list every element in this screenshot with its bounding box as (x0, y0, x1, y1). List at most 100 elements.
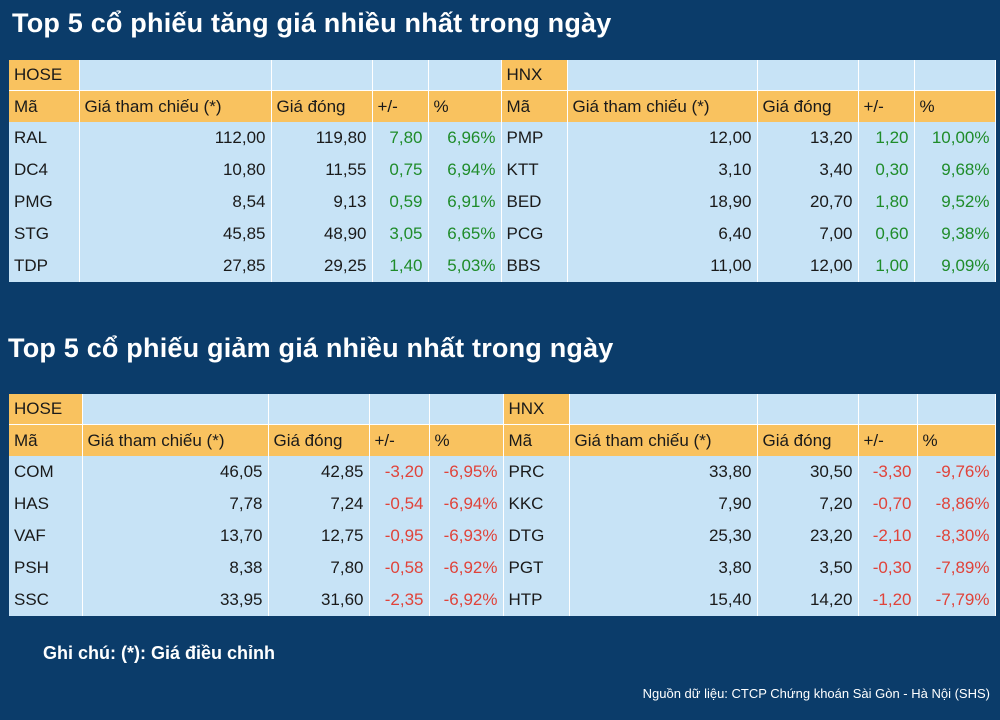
percent-change: -9,76% (917, 456, 996, 488)
column-header: Mã (9, 424, 83, 456)
table-row: STG 45,85 48,90 3,05 6,65% PCG 6,40 7,00 0,60 9,3… (9, 218, 996, 250)
column-header: Giá đóng (271, 90, 373, 122)
reference-price: 8,38 (82, 552, 269, 584)
stock-code: KTT (501, 154, 568, 186)
stock-code: PSH (9, 552, 83, 584)
column-header: +/- (369, 424, 430, 456)
stock-code: HAS (9, 488, 83, 520)
column-header-row: Mã Giá tham chiếu (*) Giá đóng +/-% Mã Giá th… (9, 90, 996, 122)
price-change: 0,60 (858, 218, 915, 250)
table-row: PSH 8,38 7,80 -0,58 -6,92% PGT 3,80 3,50 -0,30 -7… (9, 552, 996, 584)
empty-cell (428, 60, 502, 91)
column-header: % (917, 424, 996, 456)
footnote: Ghi chú: (*): Giá điều chỉnh (43, 643, 275, 663)
closing-price: 14,20 (757, 584, 859, 616)
price-change: 0,59 (372, 186, 429, 218)
empty-cell (79, 60, 272, 91)
closing-price: 7,00 (757, 218, 859, 250)
stock-code: KKC (503, 488, 570, 520)
closing-price: 12,00 (757, 250, 859, 282)
price-change: -3,30 (858, 456, 918, 488)
closing-price: 7,24 (268, 488, 370, 520)
column-header: Giá tham chiếu (*) (79, 90, 272, 122)
stock-code: COM (9, 456, 83, 488)
stock-code: PGT (503, 552, 570, 584)
closing-price: 7,20 (757, 488, 859, 520)
exchange-label: HOSE (9, 394, 83, 425)
exchange-label: HOSE (9, 60, 80, 91)
closing-price: 23,20 (757, 520, 859, 552)
column-header: +/- (372, 90, 429, 122)
empty-cell (268, 394, 370, 425)
stock-code: TDP (9, 250, 80, 282)
price-change: -0,54 (369, 488, 430, 520)
reference-price: 13,70 (82, 520, 269, 552)
stock-code: PMP (501, 122, 568, 154)
reference-price: 27,85 (79, 250, 272, 282)
table-row: SSC 33,95 31,60 -2,35 -6,92% HTP 15,40 14,20 -1,… (9, 584, 996, 616)
column-header: % (428, 90, 502, 122)
closing-price: 30,50 (757, 456, 859, 488)
exchange-label: HNX (501, 60, 568, 91)
reference-price: 33,80 (569, 456, 758, 488)
gainers-table: HOSE HNX Mã Giá tham chiếu (*) Giá đóng +/-% M… (9, 60, 996, 282)
price-change: -3,20 (369, 456, 430, 488)
empty-cell (369, 394, 430, 425)
closing-price: 13,20 (757, 122, 859, 154)
percent-change: 6,96% (428, 122, 502, 154)
percent-change: 9,09% (914, 250, 996, 282)
price-change: 1,40 (372, 250, 429, 282)
closing-price: 31,60 (268, 584, 370, 616)
reference-price: 33,95 (82, 584, 269, 616)
losers-table: HOSE HNX Mã Giá tham chiếu (*) Giá đóng +/-% M… (9, 394, 996, 616)
column-header: Giá đóng (757, 424, 859, 456)
price-change: 1,80 (858, 186, 915, 218)
reference-price: 6,40 (567, 218, 758, 250)
reference-price: 11,00 (567, 250, 758, 282)
percent-change: -8,30% (917, 520, 996, 552)
reference-price: 7,78 (82, 488, 269, 520)
price-change: -2,10 (858, 520, 918, 552)
column-header: % (429, 424, 504, 456)
percent-change: 6,91% (428, 186, 502, 218)
gainers-table-body: HOSE HNX Mã Giá tham chiếu (*) Giá đóng +/-% M… (9, 60, 996, 282)
reference-price: 3,80 (569, 552, 758, 584)
column-header: Mã (9, 90, 80, 122)
table-row: VAF 13,70 12,75 -0,95 -6,93% DTG 25,30 23,20 -2,… (9, 520, 996, 552)
stock-code: SSC (9, 584, 83, 616)
reference-price: 25,30 (569, 520, 758, 552)
empty-cell (429, 394, 504, 425)
exchange-row: HOSE HNX (9, 60, 996, 91)
stock-code: DC4 (9, 154, 80, 186)
table-row: PMG 8,54 9,13 0,59 6,91% BED 18,90 20,70 1,80 9,5… (9, 186, 996, 218)
reference-price: 10,80 (79, 154, 272, 186)
stock-code: PCG (501, 218, 568, 250)
reference-price: 112,00 (79, 122, 272, 154)
closing-price: 48,90 (271, 218, 373, 250)
reference-price: 3,10 (567, 154, 758, 186)
price-change: 7,80 (372, 122, 429, 154)
closing-price: 20,70 (757, 186, 859, 218)
price-change: 1,00 (858, 250, 915, 282)
closing-price: 11,55 (271, 154, 373, 186)
stock-code: HTP (503, 584, 570, 616)
price-change: -0,95 (369, 520, 430, 552)
price-change: 0,75 (372, 154, 429, 186)
losers-table-body: HOSE HNX Mã Giá tham chiếu (*) Giá đóng +/-% M… (9, 394, 996, 616)
stock-code: STG (9, 218, 80, 250)
stock-code: PRC (503, 456, 570, 488)
reference-price: 8,54 (79, 186, 272, 218)
percent-change: 6,94% (428, 154, 502, 186)
percent-change: 6,65% (428, 218, 502, 250)
price-change: -0,58 (369, 552, 430, 584)
price-change: 1,20 (858, 122, 915, 154)
percent-change: -6,92% (429, 552, 504, 584)
empty-cell (271, 60, 373, 91)
empty-cell (569, 394, 758, 425)
price-change: 0,30 (858, 154, 915, 186)
column-header: % (914, 90, 996, 122)
closing-price: 42,85 (268, 456, 370, 488)
percent-change: 9,68% (914, 154, 996, 186)
closing-price: 3,40 (757, 154, 859, 186)
reference-price: 15,40 (569, 584, 758, 616)
